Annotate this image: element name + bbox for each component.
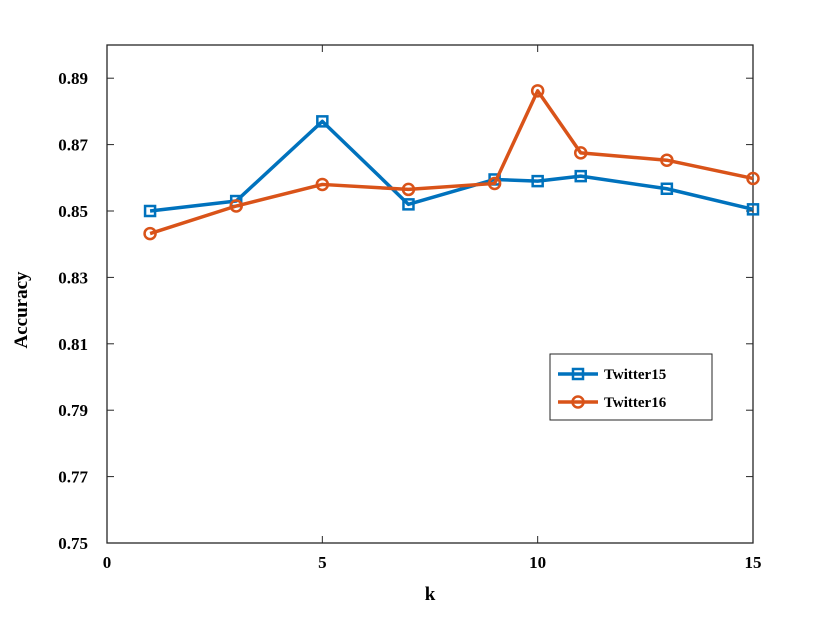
data-point-twitter16 — [401, 182, 416, 197]
plot-area — [106, 44, 754, 544]
x-tick-label: 5 — [318, 553, 327, 572]
data-point-twitter15 — [746, 203, 760, 216]
series-layer — [143, 84, 760, 241]
y-tick-label: 0.81 — [58, 335, 88, 354]
legend-label-twitter16: Twitter16 — [604, 395, 667, 411]
y-tick-labels: 0.75 0.77 0.79 0.81 0.83 0.85 0.87 0.89 — [58, 69, 88, 553]
data-point-twitter16 — [315, 177, 330, 192]
data-point-twitter15 — [660, 182, 674, 196]
data-point-twitter16 — [746, 171, 760, 186]
series-line-twitter16 — [149, 89, 754, 236]
axis-ticks — [106, 45, 754, 544]
data-point-twitter15 — [574, 169, 587, 183]
x-tick-label: 0 — [103, 553, 112, 572]
data-point-twitter16 — [573, 146, 588, 160]
x-tick-labels: 0 5 10 15 — [103, 553, 762, 572]
data-point-twitter16 — [487, 176, 502, 191]
legend-label-twitter15: Twitter15 — [604, 367, 666, 383]
y-tick-label: 0.87 — [58, 136, 88, 155]
data-point-twitter16 — [660, 153, 674, 167]
legend: Twitter15 Twitter16 — [549, 353, 713, 421]
y-tick-label: 0.77 — [58, 468, 88, 487]
x-axis-label: k — [425, 584, 436, 605]
data-point-twitter15 — [531, 174, 544, 188]
y-tick-label: 0.75 — [58, 534, 88, 553]
data-point-twitter16 — [143, 226, 157, 241]
y-tick-label: 0.85 — [58, 202, 88, 221]
data-point-twitter16 — [229, 199, 243, 213]
y-tick-label: 0.89 — [58, 69, 88, 88]
legend-marker-twitter15 — [571, 367, 585, 381]
series-twitter16 — [143, 84, 760, 241]
data-point-twitter15 — [316, 115, 329, 128]
data-point-twitter15 — [143, 204, 157, 218]
legend-box — [549, 353, 713, 421]
x-tick-label: 10 — [529, 553, 546, 572]
data-point-twitter15 — [402, 198, 415, 211]
y-axis-label: Accuracy — [11, 271, 32, 349]
data-point-twitter16 — [530, 84, 545, 98]
y-tick-label: 0.79 — [58, 401, 88, 420]
legend-marker-twitter16 — [571, 395, 585, 409]
y-tick-label: 0.83 — [58, 268, 88, 287]
x-tick-label: 15 — [745, 553, 762, 572]
